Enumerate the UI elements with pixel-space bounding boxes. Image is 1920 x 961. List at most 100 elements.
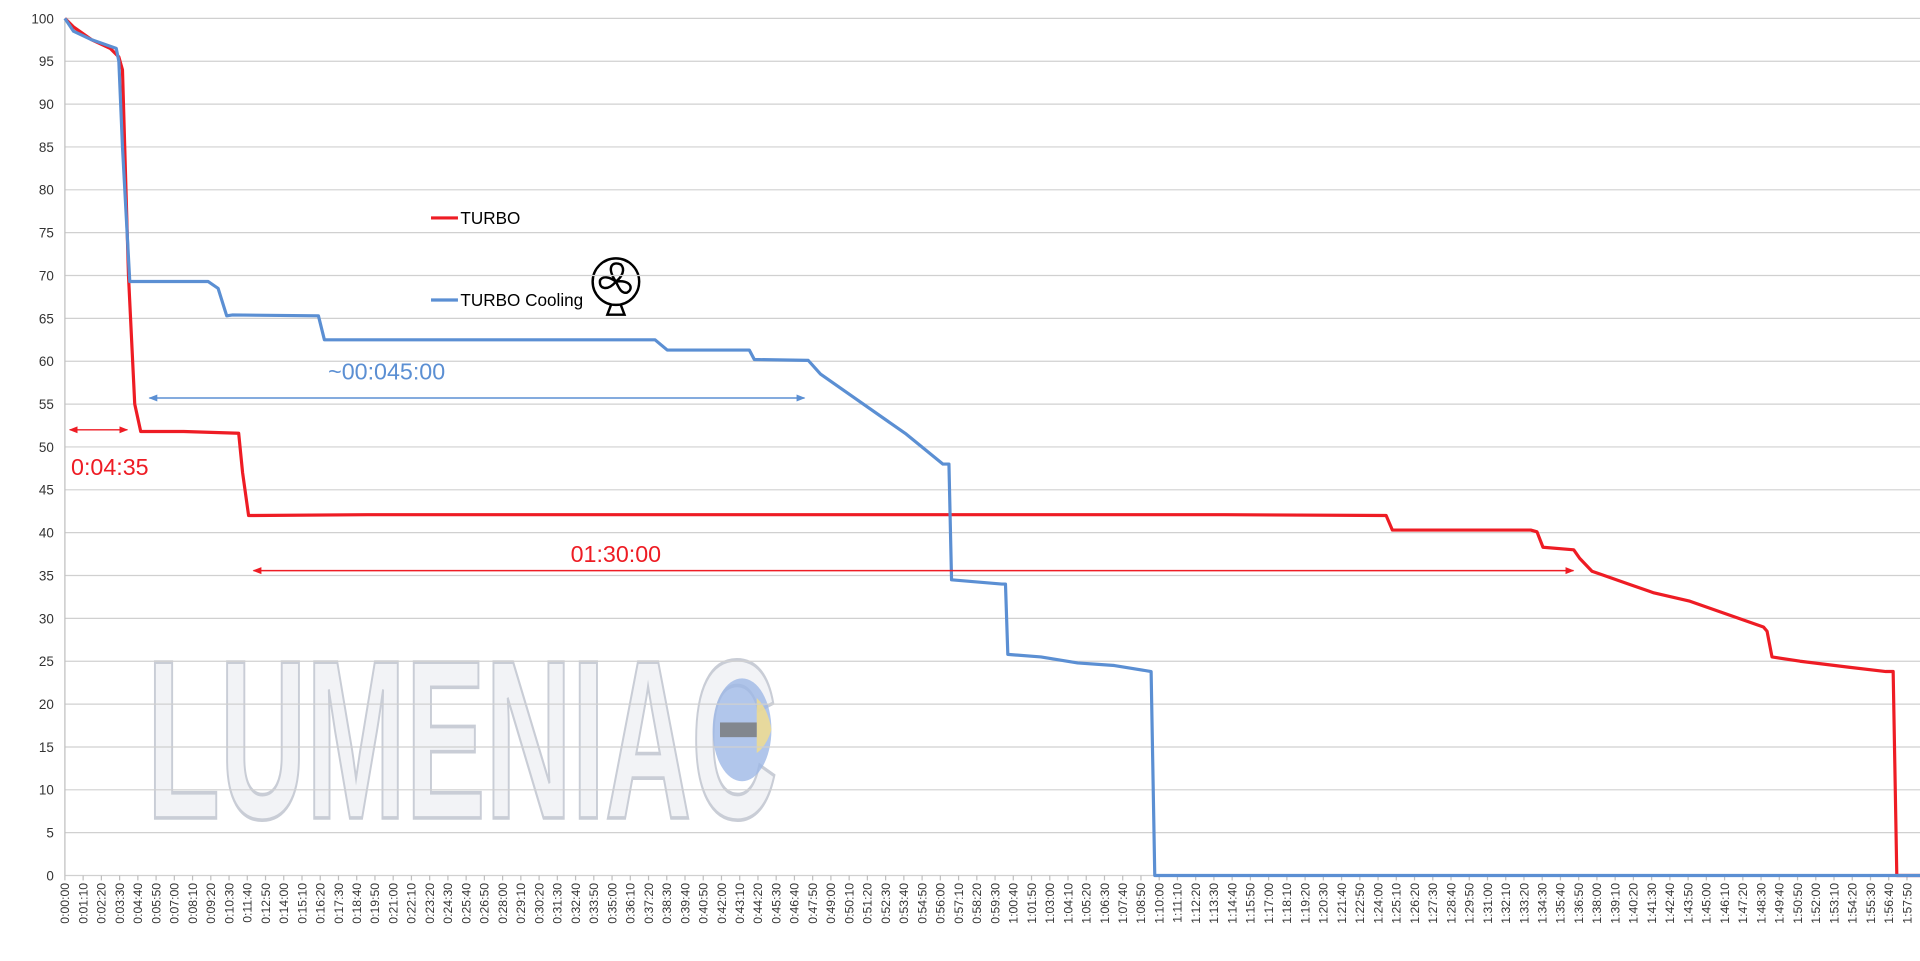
- x-tick-label: 0:50:10: [842, 883, 856, 924]
- y-tick-label: 40: [39, 526, 54, 541]
- x-tick-label: 1:29:50: [1463, 883, 1477, 924]
- x-tick-label: 1:08:50: [1134, 883, 1148, 924]
- x-tick-label: 1:46:10: [1718, 883, 1732, 924]
- x-tick-label: 1:11:10: [1171, 883, 1185, 923]
- x-tick-label: 0:49:00: [824, 883, 838, 924]
- x-tick-label: 0:54:50: [915, 883, 929, 924]
- x-tick-label: 0:04:40: [131, 883, 145, 924]
- x-tick-label: 0:21:00: [386, 883, 400, 924]
- x-tick-label: 1:06:30: [1098, 883, 1112, 924]
- y-tick-label: 60: [39, 354, 54, 369]
- x-tick-label: 0:26:50: [478, 883, 492, 924]
- x-tick-label: 1:54:20: [1846, 883, 1860, 924]
- x-tick-label: 0:10:30: [222, 883, 236, 924]
- x-tick-label: 1:05:20: [1080, 883, 1094, 924]
- x-tick-label: 1:42:40: [1663, 883, 1677, 924]
- x-tick-label: 0:30:20: [532, 883, 546, 924]
- x-tick-label: 0:22:10: [405, 883, 419, 924]
- fan-icon: [591, 257, 641, 316]
- x-tick-label: 1:14:40: [1225, 883, 1239, 924]
- x-tick-label: 1:19:20: [1298, 883, 1312, 924]
- y-tick-label: 75: [39, 226, 54, 241]
- y-tick-label: 35: [39, 568, 54, 583]
- y-tick-label: 95: [39, 54, 54, 69]
- x-tick-label: 1:57:50: [1900, 883, 1914, 924]
- x-tick-label: 1:33:20: [1517, 883, 1531, 924]
- x-tick-label: 1:56:40: [1882, 883, 1896, 924]
- x-tick-label: 0:43:10: [733, 883, 747, 924]
- y-tick-label: 20: [39, 697, 54, 712]
- y-tick-label: 5: [46, 826, 53, 841]
- logo-torch: [720, 722, 757, 738]
- x-tick-label: 1:50:50: [1791, 883, 1805, 924]
- x-tick-label: 0:51:20: [861, 883, 875, 924]
- x-tick-label: 0:23:20: [423, 883, 437, 924]
- x-tick-label: 0:00:00: [58, 883, 72, 924]
- x-tick-label: 1:12:20: [1189, 883, 1203, 924]
- y-tick-label: 90: [39, 97, 54, 112]
- y-tick-label: 30: [39, 611, 54, 626]
- x-tick-label: 1:13:30: [1207, 883, 1221, 924]
- x-tick-label: 1:36:50: [1572, 883, 1586, 924]
- x-tick-label: 1:25:10: [1390, 883, 1404, 924]
- x-tick-label: 1:03:00: [1043, 883, 1057, 924]
- x-tick-label: 1:24:00: [1371, 883, 1385, 924]
- fan-blades: [598, 262, 632, 294]
- x-tick-label: 0:42:00: [715, 883, 729, 924]
- x-tick-label: 1:01:50: [1025, 883, 1039, 924]
- x-tick-label: 0:39:40: [678, 883, 692, 924]
- legend-label: TURBO Cooling: [460, 290, 583, 310]
- series-line: [63, 17, 1920, 878]
- x-tick-label: 1:41:30: [1645, 883, 1659, 924]
- x-tick-label: 1:40:20: [1627, 883, 1641, 924]
- annotation: 0:04:35: [71, 454, 149, 480]
- x-tick-label: 1:45:00: [1700, 883, 1714, 924]
- x-tick-label: 1:04:10: [1061, 883, 1075, 924]
- x-tick-label: 0:33:50: [587, 883, 601, 924]
- x-tick-label: 1:38:00: [1590, 883, 1604, 924]
- watermark: LUMENIAC: [147, 614, 778, 867]
- x-tick-label: 1:00:40: [1007, 883, 1021, 924]
- x-tick-label: 0:11:40: [241, 883, 255, 923]
- x-tick-label: 1:52:00: [1809, 883, 1823, 924]
- x-tick-label: 0:52:30: [879, 883, 893, 924]
- x-tick-label: 1:55:30: [1864, 883, 1878, 924]
- x-tick-label: 1:39:10: [1608, 883, 1622, 924]
- x-tick-label: 1:21:40: [1335, 883, 1349, 924]
- y-tick-label: 45: [39, 483, 54, 498]
- x-tick-label: 1:47:20: [1736, 883, 1750, 924]
- x-tick-label: 0:15:10: [295, 883, 309, 924]
- y-tick-label: 0: [46, 868, 53, 883]
- x-tick-label: 0:32:40: [569, 883, 583, 924]
- logo-accent: [756, 697, 772, 754]
- x-tick-label: 0:09:20: [204, 883, 218, 924]
- x-tick-label: 0:16:20: [314, 883, 328, 924]
- x-tick-label: 0:02:20: [95, 883, 109, 924]
- watermark-logo: [712, 678, 772, 782]
- x-tick-label: 1:17:00: [1262, 883, 1276, 924]
- x-tick-label: 0:59:30: [988, 883, 1002, 924]
- x-tick-label: 0:25:40: [459, 883, 473, 924]
- x-tick-label: 1:10:00: [1152, 883, 1166, 924]
- x-tick-label: 1:07:40: [1116, 883, 1130, 924]
- annotation: ~00:045:00: [328, 359, 445, 385]
- x-tick-label: 0:14:00: [277, 883, 291, 924]
- x-tick-label: 0:45:30: [769, 883, 783, 924]
- x-tick-label: 0:31:30: [551, 883, 565, 924]
- x-tick-label: 0:07:00: [168, 883, 182, 924]
- x-tick-label: 0:05:50: [149, 883, 163, 924]
- x-tick-label: 0:37:20: [642, 883, 656, 924]
- fan-stand: [605, 304, 627, 316]
- y-tick-label: 80: [39, 183, 54, 198]
- x-tick-label: 0:40:50: [697, 883, 711, 924]
- y-tick-label: 100: [31, 11, 53, 26]
- x-tick-label: 0:35:00: [605, 883, 619, 924]
- y-tick-label: 10: [39, 783, 54, 798]
- x-tick-label: 0:03:30: [113, 883, 127, 924]
- y-tick-label: 65: [39, 311, 54, 326]
- x-tick-label: 0:47:50: [806, 883, 820, 924]
- x-tick-label: 0:01:10: [76, 883, 90, 924]
- x-tick-label: 1:49:40: [1773, 883, 1787, 924]
